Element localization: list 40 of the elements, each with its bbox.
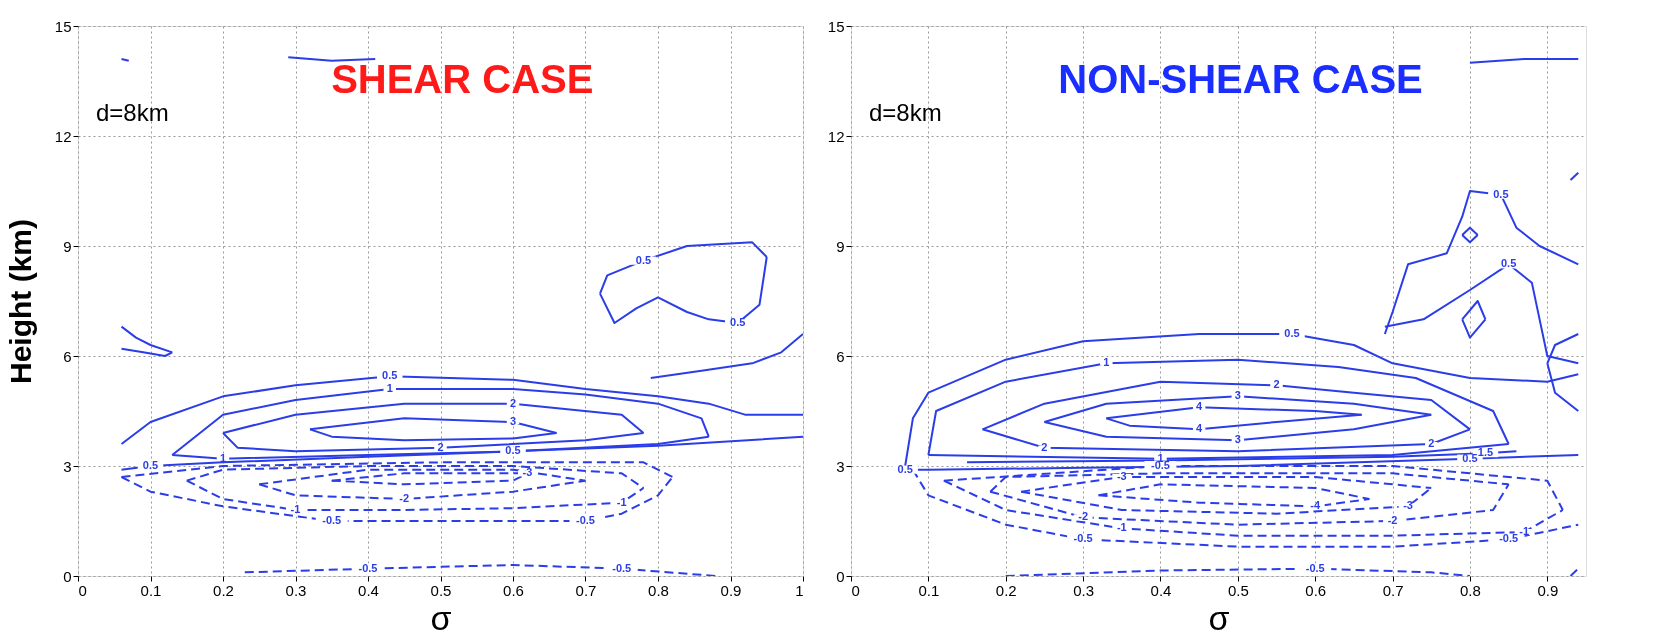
x-tick-label: 0.9 [720,581,742,599]
y-axis-title: Height (km) [3,219,37,384]
y-tick-label: 12 [54,127,72,145]
x-tick-label: 0.8 [648,581,669,599]
x-tick-label: 0.3 [1073,581,1095,599]
x-tick-label: 0.1 [918,581,940,599]
y-tick-label: 0 [836,567,845,585]
y-tick-label: 12 [827,127,845,145]
x-tick-label: 0.5 [1227,581,1249,599]
x-tick-label: 0.6 [503,581,524,599]
y-tick-label: 15 [827,17,845,35]
x-tick-label: 0 [78,581,87,599]
x-tick-label: 0.4 [358,581,379,599]
x-tick-label: 0 [851,581,860,599]
x-tick-label: 0.4 [1150,581,1172,599]
y-tick-label: 15 [54,17,72,35]
x-tick-label: 0.5 [430,581,452,599]
x-axis-title: σ [1208,598,1230,637]
x-tick-label: 0.2 [213,581,234,599]
x-tick-label: 0.8 [1460,581,1481,599]
x-tick-label: 0.3 [285,581,307,599]
y-tick-label: 6 [836,347,845,365]
y-tick-label: 3 [836,457,845,475]
y-tick-label: 6 [63,347,72,365]
y-tick-label: 0 [63,567,72,585]
y-tick-label: 9 [63,237,72,255]
x-tick-label: 0.7 [575,581,597,599]
x-tick-label: 0.6 [1305,581,1327,599]
x-tick-label: 0.2 [995,581,1017,599]
y-tick-label: 9 [836,237,845,255]
text: NON-SHEAR CASE [1058,57,1423,101]
x-tick-label: 0.7 [1382,581,1404,599]
text: SHEAR CASE [331,57,594,101]
y-tick-label: 3 [63,457,72,475]
x-tick-label: 1 [795,581,804,599]
x-tick-label: 0.9 [1537,581,1559,599]
annotation: d=8km [96,99,169,126]
x-tick-label: 0.1 [140,581,162,599]
x-axis-title: σ [430,598,452,637]
annotation: d=8km [869,99,942,126]
